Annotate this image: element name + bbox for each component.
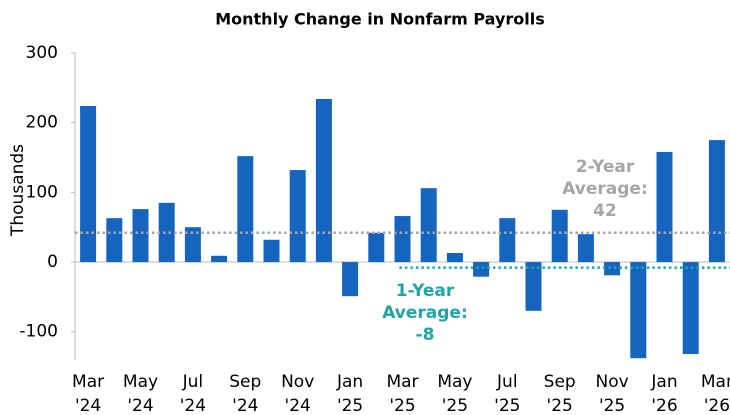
x-tick-label-line: Jan <box>336 372 363 392</box>
bar <box>106 218 123 263</box>
x-tick-label-line: '26 <box>651 396 677 415</box>
chart-title: Monthly Change in Nonfarm Payrolls <box>215 10 545 29</box>
y-tick-label: 300 <box>26 43 58 63</box>
y-axis-label: Thousands <box>8 144 28 237</box>
x-tick-label-line: '24 <box>285 396 311 415</box>
x-tick-label-line: '24 <box>232 396 258 415</box>
x-tick-label: Sep '24 <box>229 372 261 415</box>
y-tick-label: 100 <box>26 182 58 202</box>
x-tick-label-line: '24 <box>180 396 206 415</box>
x-tick-label-line: '25 <box>337 396 363 415</box>
x-tick-label: Mar '25 <box>386 372 418 415</box>
x-tick-label-line: May <box>437 372 472 392</box>
bar <box>708 140 725 263</box>
bar <box>499 218 516 263</box>
x-tick-label-line: Sep <box>229 372 261 392</box>
x-tick-label: Jan '26 <box>650 372 677 415</box>
x-tick-label-line: '25 <box>599 396 625 415</box>
x-tick-label-line: Jul <box>496 372 518 392</box>
average-label: Average: <box>562 179 648 199</box>
x-tick-label: Jul '25 <box>494 372 520 415</box>
bar <box>420 188 437 263</box>
bar <box>604 262 621 276</box>
x-tick-label: Nov '25 <box>596 372 629 415</box>
y-tick-label: -100 <box>19 322 58 342</box>
average-label: 2-Year <box>576 157 635 177</box>
x-tick-label-line: '25 <box>442 396 468 415</box>
x-tick-label: Sep '25 <box>544 372 576 415</box>
bar <box>525 262 542 311</box>
bar <box>315 98 332 263</box>
bar <box>211 255 228 263</box>
bar <box>394 216 411 263</box>
x-tick-label-line: May <box>123 372 158 392</box>
bar <box>446 252 463 263</box>
x-tick-label: Jan '25 <box>336 372 363 415</box>
x-tick-label-line: Sep <box>544 372 576 392</box>
average-label: -8 <box>416 325 435 345</box>
x-tick-label-line: '25 <box>547 396 573 415</box>
x-tick-label-line: '24 <box>127 396 153 415</box>
x-tick-label-line: '24 <box>75 396 101 415</box>
x-tick-label-line: Jul <box>182 372 204 392</box>
bar <box>263 239 280 263</box>
x-tick-label: Jul '24 <box>180 372 206 415</box>
x-tick-label: Mar '24 <box>72 372 104 415</box>
bar <box>682 262 699 355</box>
bar <box>473 262 490 277</box>
x-tick-label: May '25 <box>437 372 472 415</box>
bar <box>80 105 97 263</box>
x-tick-label: May '24 <box>123 372 158 415</box>
x-tick-label-line: Mar <box>701 372 730 392</box>
bar <box>184 227 201 263</box>
average-label: 42 <box>593 201 617 221</box>
bar <box>158 202 175 263</box>
x-tick-label-line: Nov <box>596 372 629 392</box>
x-tick-label-line: Mar <box>72 372 104 392</box>
bar <box>132 209 149 263</box>
x-tick-label-line: '26 <box>704 396 730 415</box>
average-label: Average: <box>382 303 468 323</box>
bar <box>656 151 673 263</box>
x-tick-label-line: Mar <box>386 372 418 392</box>
average-label: 1-Year <box>396 281 455 301</box>
x-tick-label-line: '25 <box>389 396 415 415</box>
x-tick-label-line: Nov <box>281 372 314 392</box>
bar <box>342 262 359 297</box>
bar <box>237 156 254 263</box>
y-tick-label: 0 <box>47 252 58 272</box>
bar <box>577 234 594 263</box>
bar <box>368 232 385 263</box>
bar <box>289 170 306 263</box>
bar <box>630 262 647 359</box>
y-tick-label: 200 <box>26 113 58 133</box>
x-tick-label: Mar '26 <box>701 372 730 415</box>
x-tick-label-line: Jan <box>650 372 677 392</box>
x-tick-label: Nov '24 <box>281 372 314 415</box>
bar <box>551 209 568 263</box>
x-tick-label-line: '25 <box>494 396 520 415</box>
